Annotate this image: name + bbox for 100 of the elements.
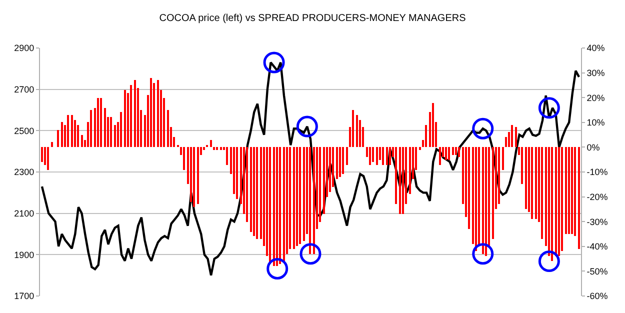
bar: [299, 147, 301, 244]
y2-tick-label: -60%: [586, 291, 608, 302]
bar: [439, 147, 441, 165]
bar: [356, 115, 358, 147]
point: [472, 118, 494, 140]
bar: [448, 147, 450, 160]
bar: [475, 147, 477, 251]
bar: [525, 147, 527, 209]
bar: [399, 147, 401, 214]
bar: [432, 103, 434, 147]
y2-tick-label: -20%: [586, 192, 608, 202]
bar: [296, 147, 298, 246]
bar: [402, 147, 404, 214]
chart-title: COCOA price (left) vs SPREAD PRODUCERS-MONEY MANAGERS: [159, 13, 466, 24]
bar: [571, 147, 573, 234]
bar: [458, 147, 460, 157]
bar: [226, 147, 228, 165]
point: [263, 52, 285, 74]
bar: [124, 90, 126, 147]
bar: [236, 147, 238, 199]
y-tick-label: 2100: [14, 208, 34, 218]
bar: [555, 147, 557, 256]
bar: [273, 147, 275, 266]
y-tick-label: 2500: [14, 126, 34, 136]
bar: [213, 147, 215, 150]
bar: [535, 147, 537, 219]
bar: [482, 147, 484, 254]
bar: [157, 80, 159, 147]
y-tick-label: 1700: [14, 291, 34, 302]
y-tick-label: 2700: [14, 84, 34, 94]
y-tick-label: 1900: [14, 250, 34, 260]
bar: [303, 147, 305, 241]
bar: [492, 147, 494, 239]
bar: [293, 147, 295, 249]
bar: [502, 147, 504, 170]
bar: [197, 147, 199, 204]
bar: [323, 147, 325, 214]
bar: [104, 108, 106, 147]
bar: [578, 147, 580, 249]
bar: [220, 147, 222, 150]
bar: [246, 147, 248, 222]
bar: [511, 125, 513, 147]
bar: [485, 147, 487, 256]
bar: [210, 140, 212, 147]
bar: [409, 147, 411, 194]
bar: [90, 110, 92, 147]
bar: [81, 135, 83, 147]
bar: [531, 147, 533, 219]
bar: [97, 98, 99, 147]
bar: [565, 147, 567, 234]
bar: [114, 125, 116, 147]
bar: [71, 115, 73, 147]
y-tick-label: 2300: [14, 167, 34, 178]
point: [538, 97, 560, 119]
y2-tick-label: 30%: [586, 68, 605, 78]
bar: [395, 147, 397, 204]
y2-tick-label: -40%: [586, 242, 608, 252]
bar: [386, 147, 388, 165]
y2-tick-label: -30%: [586, 216, 608, 227]
bar: [419, 147, 421, 150]
bar: [445, 147, 447, 160]
bar: [110, 117, 112, 147]
bar: [193, 147, 195, 207]
bar: [57, 130, 59, 147]
bar: [51, 142, 53, 147]
y-tick-label: 2900: [14, 43, 34, 54]
bar: [253, 147, 255, 236]
bar: [313, 147, 315, 254]
y2-tick-label: 20%: [586, 92, 605, 103]
y2-tick-label: 40%: [586, 43, 605, 54]
bar: [134, 80, 136, 147]
bar: [41, 147, 43, 162]
bar: [279, 147, 281, 264]
bar: [342, 147, 344, 174]
y2-tick-label: 0%: [586, 142, 600, 152]
bar: [269, 147, 271, 264]
bar: [47, 147, 49, 170]
bar: [346, 147, 348, 165]
bar: [455, 147, 457, 155]
bar: [167, 110, 169, 147]
bar: [276, 147, 278, 266]
y2-tick-label: -10%: [586, 167, 608, 178]
bar: [339, 147, 341, 177]
bar: [452, 147, 454, 155]
bar: [61, 122, 63, 147]
bar: [283, 147, 285, 261]
bar: [250, 147, 252, 232]
bar: [558, 147, 560, 256]
bar: [382, 147, 384, 165]
bar: [352, 110, 354, 147]
y2-tick-label: 10%: [586, 118, 605, 128]
bar: [150, 78, 152, 147]
bar: [372, 147, 374, 162]
bar: [120, 112, 122, 147]
bar: [256, 147, 258, 239]
bar: [130, 85, 132, 147]
y2-tick-label: -50%: [586, 266, 608, 276]
bar: [309, 147, 311, 254]
bar: [389, 147, 391, 165]
bar: [376, 147, 378, 165]
